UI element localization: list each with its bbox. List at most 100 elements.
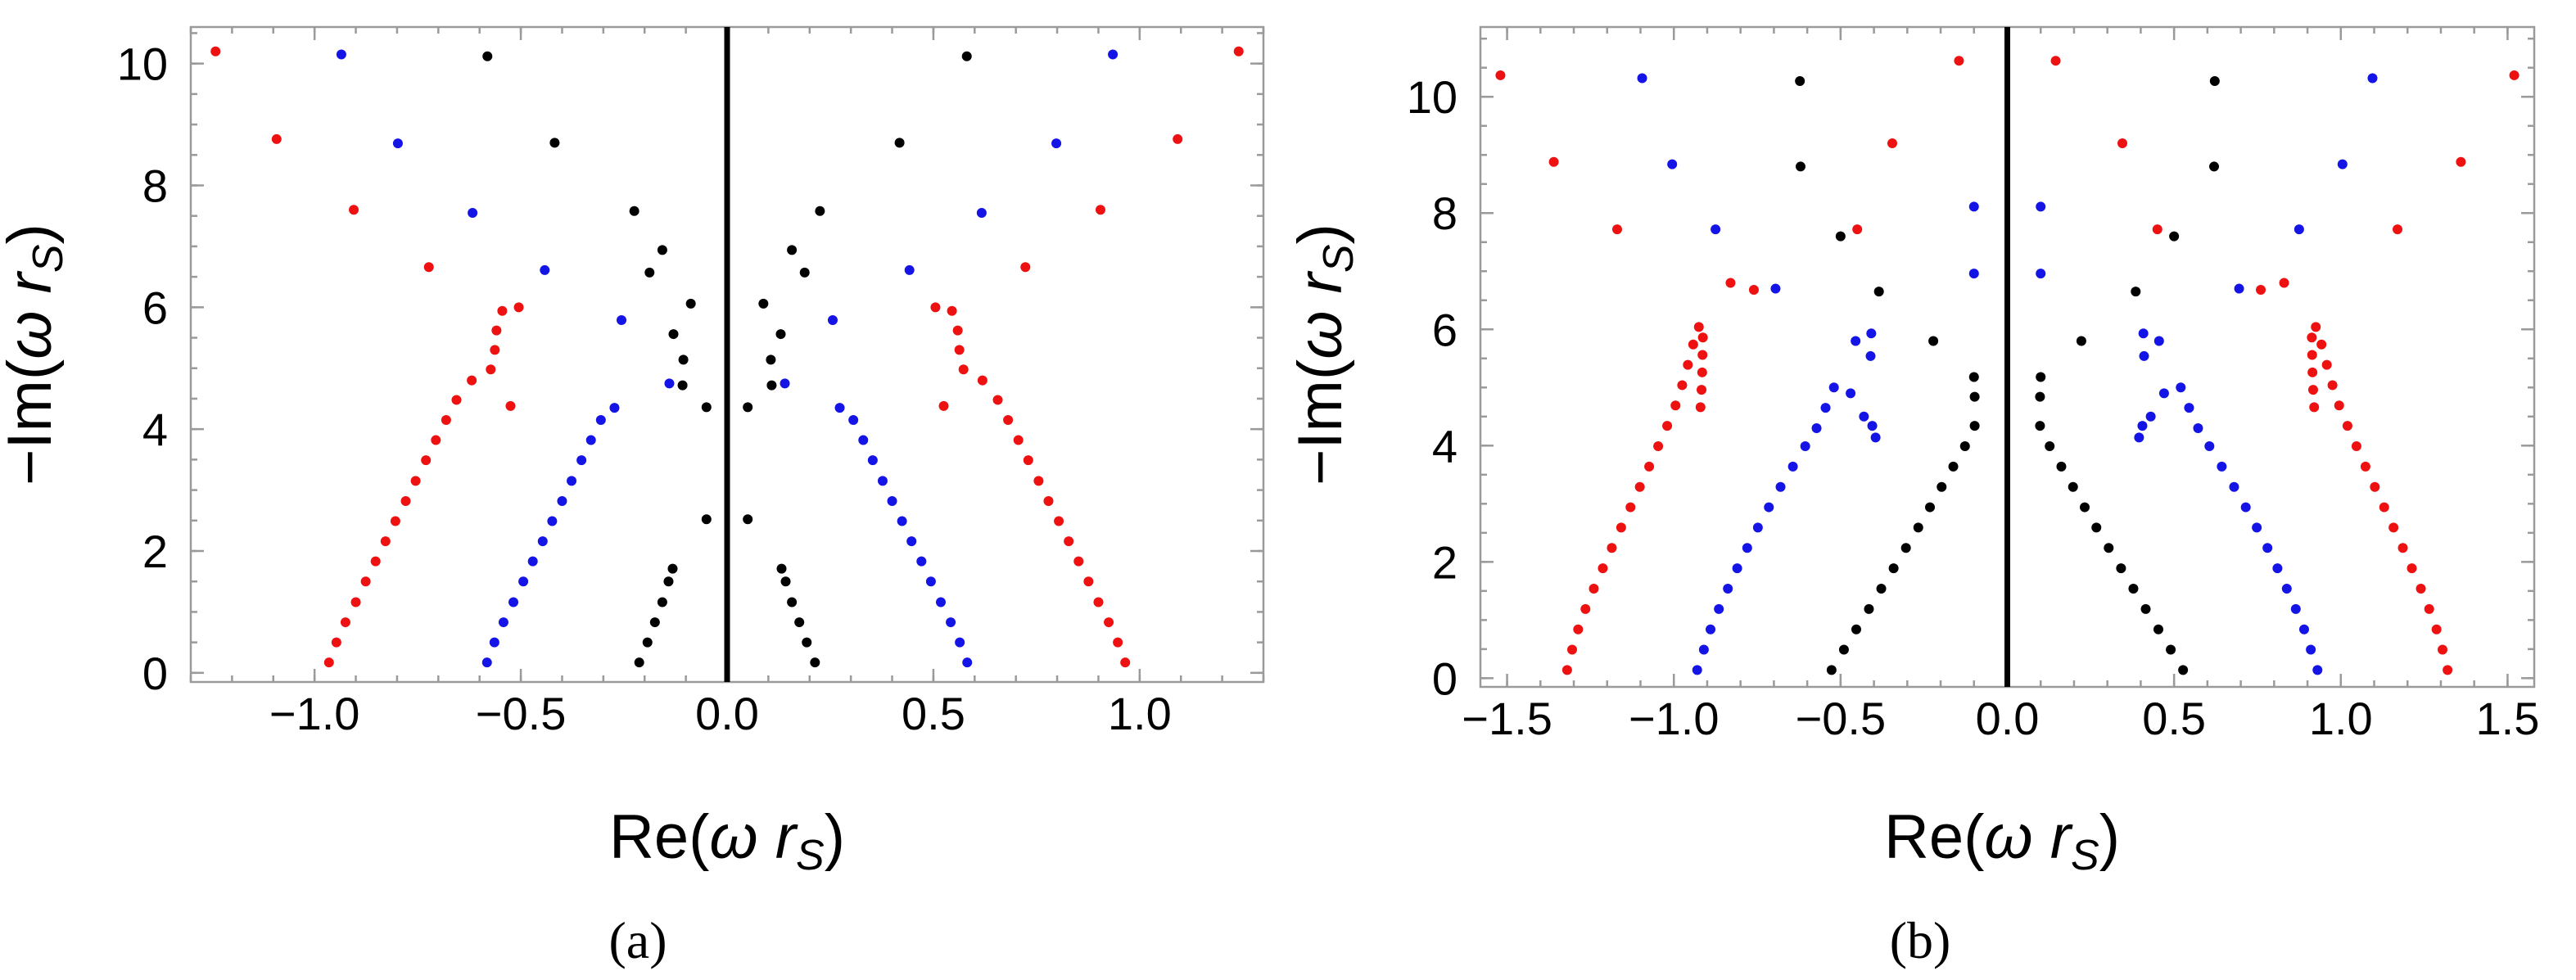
data-point-black [2045, 441, 2055, 452]
data-point-red [2342, 421, 2352, 431]
data-point-black [766, 380, 777, 391]
data-point-black [1969, 391, 1980, 402]
data-point-black [1795, 76, 1805, 87]
data-point-red [2407, 563, 2417, 574]
data-point-red [1013, 435, 1024, 445]
data-point-black [1888, 563, 1899, 574]
data-point-blue [547, 516, 558, 526]
data-point-red [331, 637, 341, 648]
data-point-red [992, 395, 1003, 405]
data-point-blue [527, 556, 538, 567]
data-point-red [1688, 339, 1698, 350]
data-point-black [644, 267, 655, 278]
data-point-red [2424, 603, 2434, 614]
data-point-blue [1867, 421, 1878, 431]
data-point-red [977, 375, 987, 386]
data-point-red [210, 46, 221, 56]
data-point-black [482, 51, 493, 61]
y-tick-label: 8 [142, 160, 168, 211]
data-point-red [2334, 400, 2344, 411]
panel-a-y-axis-label: −Im(ω rS) [0, 224, 72, 485]
data-point-black [2153, 624, 2163, 635]
data-point-black [794, 617, 805, 628]
data-point-black [642, 637, 653, 648]
data-point-red [1495, 70, 1506, 80]
panel-a-chart: −1.0 −0.5 0.0 0.5 1.0 0 2 4 6 8 10 Re(ω rS) −Im(ω … [0, 25, 1265, 969]
panel-a-x-axis-label: Re(ω rS) [609, 802, 845, 879]
data-point-black [2131, 287, 2141, 297]
data-point-blue [481, 657, 492, 668]
data-point-red [1023, 455, 1033, 466]
data-point-red [2416, 583, 2426, 594]
data-point-blue [1870, 432, 1881, 443]
data-point-red [441, 415, 451, 425]
data-point-blue [2262, 543, 2273, 553]
data-point-blue [540, 264, 550, 275]
data-point-blue [336, 49, 346, 60]
data-point-blue [2153, 336, 2164, 346]
data-point-blue [1775, 481, 1786, 492]
data-point-red [370, 556, 381, 567]
data-point-red [1954, 56, 1964, 66]
y-tick-label: 8 [1432, 187, 1457, 239]
data-point-black [1969, 421, 1980, 431]
data-point-blue [1820, 403, 1831, 413]
data-point-black [894, 138, 905, 148]
data-point-blue [906, 536, 917, 547]
data-point-blue [1865, 350, 1876, 361]
data-point-black [787, 597, 798, 607]
data-point-red [1083, 576, 1094, 587]
data-point-black [2209, 161, 2220, 172]
data-point-blue [1732, 563, 1742, 574]
data-point-blue [1811, 422, 1822, 433]
data-point-black [1948, 461, 1959, 472]
data-point-red [1020, 262, 1031, 273]
data-point-blue [1770, 283, 1781, 294]
data-point-red [1607, 543, 1617, 553]
data-point-blue [2204, 441, 2215, 452]
data-point-red [2117, 138, 2128, 149]
data-point-black [1900, 543, 1911, 553]
data-point-red [1054, 516, 1064, 526]
data-point-black [1913, 522, 1923, 533]
data-point-black [1925, 502, 1936, 513]
data-point-red [2152, 224, 2162, 235]
data-point-blue [1828, 382, 1839, 393]
data-point-red [1073, 556, 1084, 567]
data-point-blue [537, 536, 548, 547]
data-point-black [1968, 372, 1979, 382]
data-point-red [1625, 502, 1636, 513]
y-tick-label: 2 [142, 526, 168, 577]
data-point-red [2370, 481, 2380, 492]
data-point-red [930, 302, 941, 313]
data-point-red [2311, 322, 2321, 332]
data-point-red [2316, 339, 2327, 350]
data-point-blue [916, 556, 927, 567]
data-point-black [649, 617, 660, 628]
data-point-red [400, 495, 411, 506]
data-point-blue [1787, 461, 1798, 472]
data-point-red [505, 400, 516, 411]
data-point-blue [2252, 522, 2262, 533]
data-point-black [1835, 231, 1846, 242]
panel-a-caption-label: (a) [608, 911, 667, 969]
data-point-blue [2240, 502, 2251, 513]
data-point-blue [518, 576, 529, 587]
data-point-black [2209, 76, 2220, 87]
y-tick-label: 0 [1432, 653, 1457, 704]
panel-a-data-points [210, 46, 1244, 668]
data-point-black [1826, 665, 1837, 675]
data-point-red [513, 302, 524, 313]
data-point-blue [576, 455, 587, 466]
data-point-blue [585, 435, 596, 445]
data-point-blue [2337, 159, 2348, 169]
data-point-red [1616, 522, 1626, 533]
data-point-red [1064, 536, 1074, 547]
data-point-blue [2217, 461, 2227, 472]
data-point-red [350, 597, 361, 607]
data-point-black [2079, 502, 2090, 513]
data-point-blue [1752, 522, 1763, 533]
data-point-black [1795, 161, 1805, 172]
y-tick-label: 6 [1432, 304, 1457, 355]
